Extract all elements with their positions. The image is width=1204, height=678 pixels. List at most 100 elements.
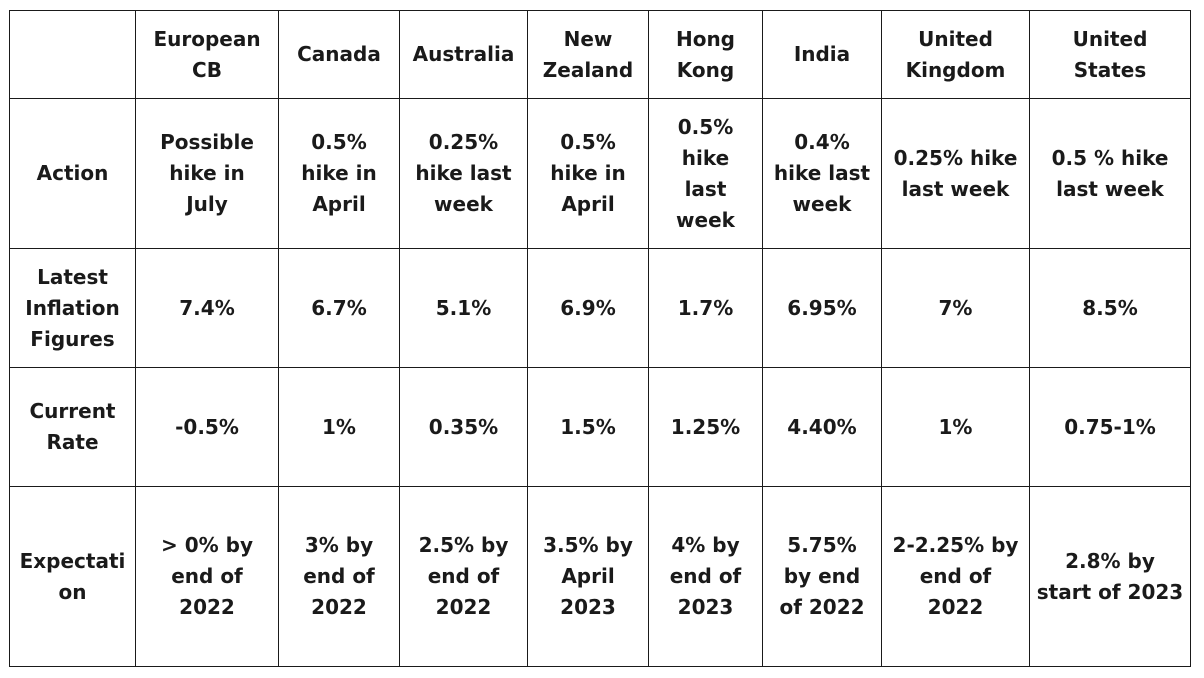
cell-line: 2-2.25% by bbox=[892, 533, 1019, 557]
cell-line: CB bbox=[192, 57, 222, 82]
row-label: Action bbox=[9, 98, 136, 249]
table-cell: 1% bbox=[881, 367, 1030, 487]
table-cell: 0.5% hike last week bbox=[648, 98, 763, 249]
cell-line: last week bbox=[901, 176, 1010, 201]
table-row: Latest Inflation Figures 7.4% 6.7% 5.1% 6.… bbox=[9, 248, 1191, 368]
table-cell: 0.5% hike in April bbox=[527, 98, 649, 249]
cell-line: 1% bbox=[322, 414, 356, 439]
table-cell: 0.75-1% bbox=[1029, 367, 1191, 487]
cell-line: April bbox=[312, 192, 366, 216]
cell-line: end of bbox=[171, 564, 243, 588]
cell-line: Action bbox=[36, 161, 109, 185]
table-cell: 2-2.25% by end of 2022 bbox=[881, 486, 1030, 667]
table-cell: 8.5% bbox=[1029, 248, 1191, 368]
cell-line: 5.1% bbox=[435, 295, 492, 320]
column-header: Australia bbox=[399, 10, 528, 99]
table-cell: 5.75% by end of 2022 bbox=[762, 486, 882, 667]
table-cell: 1.5% bbox=[527, 367, 649, 487]
row-label: Expectati on bbox=[9, 486, 136, 667]
interest-rate-table: European CB Canada Australia New Zealand H… bbox=[9, 10, 1191, 667]
cell-line: Australia bbox=[412, 42, 515, 66]
cell-line: Figures bbox=[30, 326, 115, 351]
table-cell: 5.1% bbox=[399, 248, 528, 368]
cell-line: Latest bbox=[37, 264, 108, 289]
column-header: New Zealand bbox=[527, 10, 649, 99]
table-row: Expectati on > 0% by end of 2022 3% by end o… bbox=[9, 486, 1191, 667]
cell-line: 8.5% bbox=[1082, 295, 1138, 320]
cell-line: 6.7% bbox=[311, 295, 367, 320]
cell-line: week bbox=[676, 207, 735, 232]
cell-line: European bbox=[153, 26, 261, 51]
cell-line: Current bbox=[29, 399, 116, 423]
cell-line: hike in bbox=[169, 161, 245, 185]
cell-line: 1% bbox=[938, 414, 973, 439]
cell-line: 1.7% bbox=[677, 295, 734, 320]
cell-line: 0.5% bbox=[677, 114, 734, 139]
cell-line: India bbox=[793, 42, 851, 66]
cell-line: last week bbox=[1056, 176, 1164, 201]
table-cell: 3% by end of 2022 bbox=[278, 486, 400, 667]
cell-line: April bbox=[561, 564, 615, 588]
cell-line: 0.5 % hike bbox=[1051, 145, 1169, 170]
cell-line: 0.25% hike bbox=[893, 145, 1018, 170]
cell-line: 5.75% bbox=[787, 533, 857, 557]
cell-line: > 0% by bbox=[161, 533, 253, 557]
table-cell: 6.95% bbox=[762, 248, 882, 368]
cell-line: by end bbox=[783, 564, 861, 588]
cell-line: end of bbox=[669, 564, 742, 588]
cell-line: Expectati bbox=[19, 548, 126, 573]
column-header: United States bbox=[1029, 10, 1191, 99]
table-cell: 0.5% hike in April bbox=[278, 98, 400, 249]
column-header: United Kingdom bbox=[881, 10, 1030, 99]
cell-line: Kong bbox=[676, 57, 735, 82]
cell-line: 1.25% bbox=[670, 414, 741, 439]
table-cell: -0.5% bbox=[135, 367, 279, 487]
table-cell: > 0% by end of 2022 bbox=[135, 486, 279, 667]
table-cell: 0.25% hike last week bbox=[881, 98, 1030, 249]
cell-line: Kingdom bbox=[905, 57, 1006, 82]
table-cell: 6.7% bbox=[278, 248, 400, 368]
cell-line: 7% bbox=[938, 295, 973, 320]
table-cell: 4.40% bbox=[762, 367, 882, 487]
table-cell: 0.5 % hike last week bbox=[1029, 98, 1191, 249]
column-header: India bbox=[762, 10, 882, 99]
cell-line: 2.8% by bbox=[1065, 548, 1155, 573]
table-cell: 0.35% bbox=[399, 367, 528, 487]
cell-line: 2.5% by bbox=[418, 533, 509, 557]
cell-line: hike last bbox=[773, 161, 871, 185]
cell-line: 3% by bbox=[304, 533, 374, 557]
cell-line: Inflation bbox=[25, 295, 120, 320]
cell-line: 3.5% by bbox=[543, 533, 633, 557]
cell-line: end of bbox=[303, 564, 375, 588]
cell-line: 0.4% bbox=[794, 130, 850, 154]
column-header: European CB bbox=[135, 10, 279, 99]
cell-line: Canada bbox=[297, 42, 381, 66]
table-cell: Possible hike in July bbox=[135, 98, 279, 249]
table-cell: 7.4% bbox=[135, 248, 279, 368]
cell-line: 6.9% bbox=[560, 295, 616, 320]
table-row: Current Rate -0.5% 1% 0.35% 1.5% 1.25% 4.… bbox=[9, 367, 1191, 487]
cell-line: hike bbox=[681, 145, 730, 170]
cell-line: 4.40% bbox=[787, 414, 857, 439]
cell-line: April bbox=[561, 192, 615, 216]
cell-line: States bbox=[1073, 57, 1147, 82]
table-cell: 2.5% by end of 2022 bbox=[399, 486, 528, 667]
cell-line: 1.5% bbox=[560, 414, 616, 439]
cell-line: 2022 bbox=[927, 595, 984, 619]
cell-line: 2022 bbox=[435, 595, 492, 619]
table-cell: 0.4% hike last week bbox=[762, 98, 882, 249]
table-cell: 7% bbox=[881, 248, 1030, 368]
table-cell: 1.25% bbox=[648, 367, 763, 487]
cell-line: -0.5% bbox=[175, 414, 239, 439]
cell-line: United bbox=[918, 26, 993, 51]
cell-line: hike last bbox=[415, 161, 512, 185]
cell-line: on bbox=[58, 579, 87, 604]
table-cell: 1.7% bbox=[648, 248, 763, 368]
header-row: European CB Canada Australia New Zealand H… bbox=[9, 10, 1191, 99]
cell-line: July bbox=[186, 192, 228, 216]
cell-line: of 2022 bbox=[779, 595, 865, 619]
cell-line: Hong bbox=[675, 26, 736, 51]
cell-line: 4% by bbox=[671, 533, 740, 557]
cell-line: end of bbox=[427, 564, 500, 588]
cell-line: Zealand bbox=[542, 57, 634, 82]
